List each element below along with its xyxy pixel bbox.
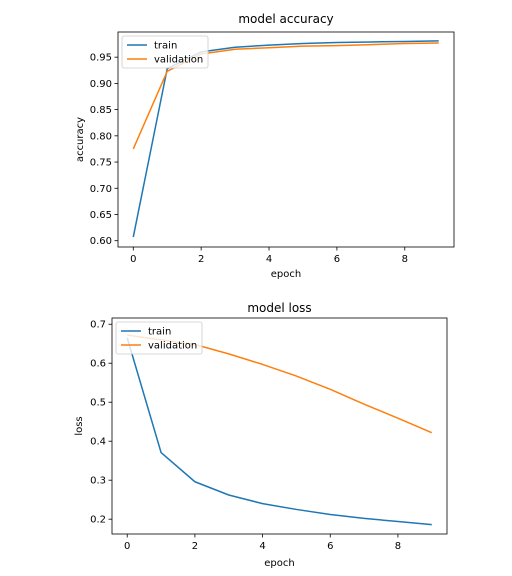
legend-box: [121, 35, 209, 69]
x-tick-label: 8: [395, 541, 401, 552]
y-tick-label: 0.4: [90, 437, 106, 448]
y-tick-label: 0.85: [90, 105, 112, 116]
y-tick-label: 0.75: [90, 158, 112, 169]
chart-title: model accuracy: [238, 12, 333, 26]
y-tick-label: 0.90: [90, 79, 112, 90]
chart-title: model loss: [247, 301, 311, 315]
x-tick-label: 4: [266, 254, 272, 265]
y-tick-label: 0.5: [90, 398, 106, 409]
x-tick-label: 2: [198, 254, 204, 265]
y-tick-label: 0.70: [90, 184, 112, 195]
x-axis-label: epoch: [264, 558, 294, 569]
y-tick-label: 0.2: [90, 515, 106, 526]
x-tick-label: 0: [130, 254, 136, 265]
y-axis-label: accuracy: [75, 117, 86, 162]
x-tick-label: 4: [259, 541, 265, 552]
accuracy-chart: model accuracy 0 2 4 6 8 0.60 0.65 0.70 0.75 0.80 0…: [75, 12, 455, 280]
loss-chart: model loss 0 2 4 6 8 0.2 0.3 0.4 0.5 0.6 0.7 epoch lo…: [74, 301, 448, 569]
y-tick-label: 0.80: [90, 131, 112, 142]
series-line-train: [126, 337, 432, 526]
y-tick-label: 0.60: [90, 236, 112, 247]
x-tick-label: 6: [327, 541, 333, 552]
series-line-train: [132, 40, 439, 238]
x-tick-label: 8: [402, 254, 408, 265]
y-axis-label: loss: [74, 416, 85, 435]
y-tick-label: 0.7: [90, 320, 106, 331]
plot-frame: [111, 317, 448, 535]
legend-label-train: train: [154, 41, 177, 52]
plot-frame: [117, 31, 455, 248]
y-tick-label: 0.95: [90, 53, 112, 64]
legend-label-train: train: [148, 327, 171, 338]
legend-label-validation: validation: [148, 341, 197, 352]
y-tick-label: 0.65: [90, 210, 112, 221]
legend-box: [115, 321, 203, 355]
y-tick-label: 0.6: [90, 359, 106, 370]
x-tick-label: 0: [124, 541, 130, 552]
legend: train validation: [115, 321, 203, 355]
x-tick-label: 2: [192, 541, 198, 552]
legend: train validation: [121, 35, 209, 69]
x-axis-label: epoch: [271, 269, 301, 280]
legend-label-validation: validation: [154, 55, 203, 66]
y-tick-label: 0.3: [90, 476, 106, 487]
x-tick-label: 6: [334, 254, 340, 265]
